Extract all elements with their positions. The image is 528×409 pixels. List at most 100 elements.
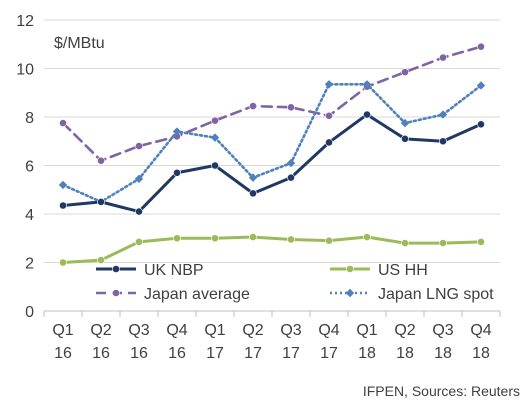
x-tick-label: 18	[358, 345, 376, 362]
data-point	[401, 68, 409, 77]
x-tick-label: Q4	[318, 322, 339, 339]
x-tick-label: Q3	[432, 322, 453, 339]
x-tick-label: 16	[92, 345, 110, 362]
y-tick-label: 6	[25, 159, 34, 176]
series-line	[61, 235, 483, 264]
data-point	[59, 201, 67, 210]
y-tick-label: 2	[25, 256, 34, 273]
legend-label: US HH	[378, 262, 428, 279]
y-tick-label: 8	[25, 110, 34, 127]
y-tick-label: 12	[16, 13, 34, 30]
series-line	[61, 82, 483, 204]
x-tick-label: Q2	[90, 322, 111, 339]
series-line	[61, 113, 483, 214]
data-point	[477, 237, 485, 246]
source-note: IFPEN, Sources: Reuters	[363, 383, 520, 399]
x-tick-label: Q1	[204, 322, 225, 339]
legend-label: UK NBP	[144, 262, 204, 279]
legend: UK NBP US HH Japan average Japan LNG spot	[96, 262, 494, 303]
x-tick-label: 18	[434, 345, 452, 362]
legend-item: UK NBP	[96, 262, 204, 279]
x-tick-label: 18	[472, 345, 490, 362]
data-point	[362, 80, 372, 89]
series-line	[61, 45, 483, 162]
legend-item: US HH	[330, 262, 428, 279]
x-tick-label: Q3	[280, 322, 301, 339]
data-point	[345, 288, 355, 298]
data-point	[439, 53, 447, 62]
x-axis: Q1 16 Q2 16 Q3 16 Q4 16 Q1 17 Q2 17 Q3 17 Q4 17 Q1 18 Q2 18…	[43, 310, 501, 362]
data-point	[287, 173, 295, 182]
data-point	[173, 234, 181, 243]
data-point	[58, 180, 68, 190]
data-point	[211, 234, 219, 243]
data-point	[135, 207, 143, 216]
unit-label: $/MBtu	[54, 35, 105, 52]
data-point	[248, 173, 258, 182]
data-point	[172, 127, 182, 136]
data-point	[401, 239, 409, 247]
legend-label: Japan average	[144, 286, 250, 303]
x-tick-label: 16	[54, 345, 72, 362]
y-tick-label: 4	[25, 207, 34, 224]
y-tick-label: 0	[25, 304, 34, 321]
data-point	[59, 258, 67, 267]
data-point	[97, 256, 105, 264]
x-tick-label: 16	[168, 345, 186, 362]
x-tick-label: 17	[206, 345, 224, 362]
data-point	[476, 81, 486, 90]
x-tick-label: Q2	[394, 322, 415, 339]
data-point	[97, 197, 105, 206]
legend-label: Japan LNG spot	[378, 286, 494, 303]
data-point	[286, 158, 296, 168]
data-point	[249, 189, 257, 198]
data-point	[325, 138, 333, 147]
data-point	[477, 42, 485, 51]
data-point	[287, 235, 295, 244]
data-point	[439, 239, 447, 247]
data-point	[363, 110, 371, 119]
series-us-hh	[59, 233, 485, 267]
data-point	[249, 102, 257, 110]
x-tick-label: 17	[282, 345, 300, 362]
data-point	[400, 118, 410, 128]
y-tick-label: 10	[16, 62, 34, 79]
x-tick-label: 17	[320, 345, 338, 362]
x-tick-label: Q1	[356, 322, 377, 339]
data-point	[211, 116, 219, 125]
data-point	[210, 133, 220, 142]
x-tick-label: Q2	[242, 322, 263, 339]
data-point	[134, 174, 144, 184]
data-point	[249, 233, 257, 241]
data-point	[346, 265, 354, 273]
data-point	[324, 80, 334, 89]
data-point	[97, 156, 105, 165]
x-tick-label: Q1	[52, 322, 73, 339]
series-layer	[58, 42, 486, 267]
x-tick-label: Q4	[470, 322, 491, 339]
legend-item: Japan LNG spot	[330, 286, 494, 303]
legend-item: Japan average	[96, 286, 250, 303]
data-point	[135, 237, 143, 246]
data-point	[173, 168, 181, 177]
x-tick-label: 17	[244, 345, 262, 362]
data-point	[325, 236, 333, 245]
data-point	[325, 111, 333, 120]
data-point	[112, 265, 120, 273]
data-point	[112, 289, 120, 297]
data-point	[59, 119, 67, 127]
x-tick-label: Q4	[166, 322, 187, 339]
series-japan-average	[59, 42, 485, 165]
series-japan-lng-spot	[58, 80, 486, 207]
data-point	[401, 134, 409, 143]
series-uk-nbp	[59, 110, 485, 216]
x-tick-label: Q3	[128, 322, 149, 339]
x-tick-label: 16	[130, 345, 148, 362]
data-point	[363, 233, 371, 241]
data-point	[438, 110, 448, 119]
data-point	[135, 142, 143, 150]
data-point	[211, 161, 219, 170]
x-tick-label: 18	[396, 345, 414, 362]
y-axis: 0 2 4 6 8 10 12	[16, 13, 34, 321]
